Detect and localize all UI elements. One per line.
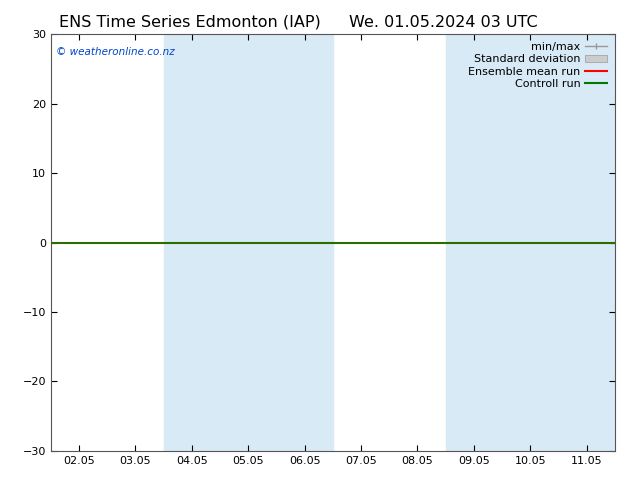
Text: We. 01.05.2024 03 UTC: We. 01.05.2024 03 UTC	[349, 15, 538, 30]
Bar	[446, 34, 559, 451]
Text: ENS Time Series Edmonton (IAP): ENS Time Series Edmonton (IAP)	[60, 15, 321, 30]
Bar	[502, 34, 615, 451]
Legend: min/max, Standard deviation, Ensemble mean run, Controll run: min/max, Standard deviation, Ensemble me…	[464, 38, 612, 93]
Bar	[164, 34, 276, 451]
Bar	[220, 34, 333, 451]
Text: © weatheronline.co.nz: © weatheronline.co.nz	[56, 47, 175, 57]
